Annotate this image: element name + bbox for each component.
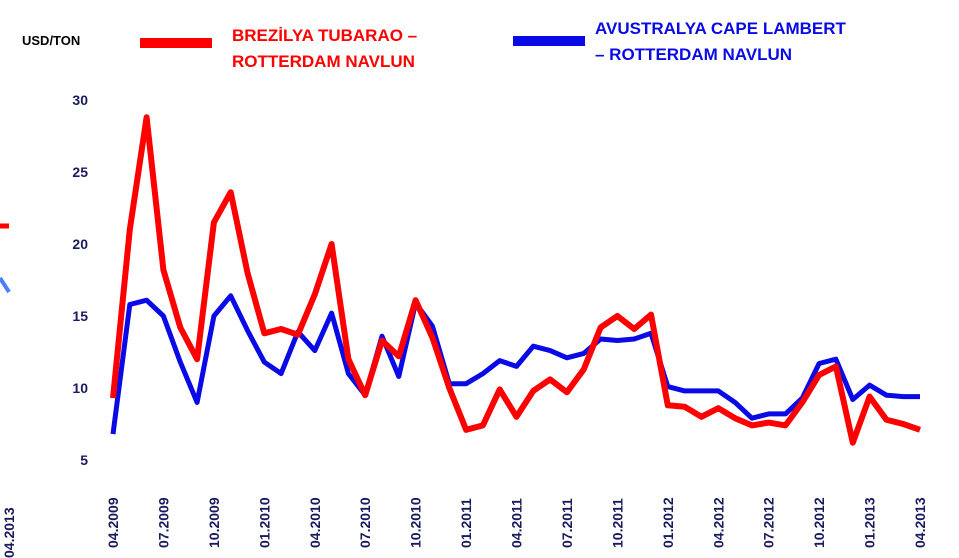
x-tick-label: 10.2011 <box>609 498 625 548</box>
x-tick-label: 07.2012 <box>761 497 777 548</box>
fragment-line <box>0 276 11 294</box>
x-tick-label: 10.2012 <box>811 497 827 548</box>
legend-label: BREZİLYA TUBARAO – <box>232 26 417 45</box>
legend-label: – ROTTERDAM NAVLUN <box>595 45 792 64</box>
series-line <box>110 293 920 435</box>
y-tick-label: 5 <box>80 452 88 468</box>
x-tick-label: 07.2010 <box>357 497 373 548</box>
legend-swatch <box>140 38 212 48</box>
y-tick-label: 15 <box>72 308 88 324</box>
series-line <box>110 114 921 446</box>
x-tick-label: 10.2010 <box>408 497 424 548</box>
legend-swatch <box>513 36 585 46</box>
x-tick-label: 01.2011 <box>458 498 474 548</box>
x-tick-label: 04.2013 <box>912 497 928 548</box>
x-tick-label: 04.2012 <box>710 497 726 548</box>
x-tick-label: 04.2009 <box>105 497 121 548</box>
x-tick-label: 04.2011 <box>509 498 525 548</box>
legend-label: AVUSTRALYA CAPE LAMBERT <box>595 19 847 38</box>
x-tick-label: 10.2009 <box>206 497 222 548</box>
x-tick-label: 01.2013 <box>862 497 878 548</box>
y-tick-label: 25 <box>72 164 88 180</box>
x-tick-label: 04.2010 <box>307 497 323 548</box>
x-tick-label: 01.2010 <box>256 497 272 548</box>
y-tick-label: 20 <box>72 236 88 252</box>
y-tick-label: 10 <box>72 380 88 396</box>
x-tick-label: 07.2011 <box>559 498 575 548</box>
y-unit: USD/TON <box>22 33 80 48</box>
fragment-label: 04.2013 <box>1 507 17 558</box>
x-tick-label: 01.2012 <box>660 497 676 548</box>
y-tick-label: 30 <box>72 92 88 108</box>
x-tick-label: 07.2009 <box>155 497 171 548</box>
legend-label: ROTTERDAM NAVLUN <box>232 52 415 71</box>
